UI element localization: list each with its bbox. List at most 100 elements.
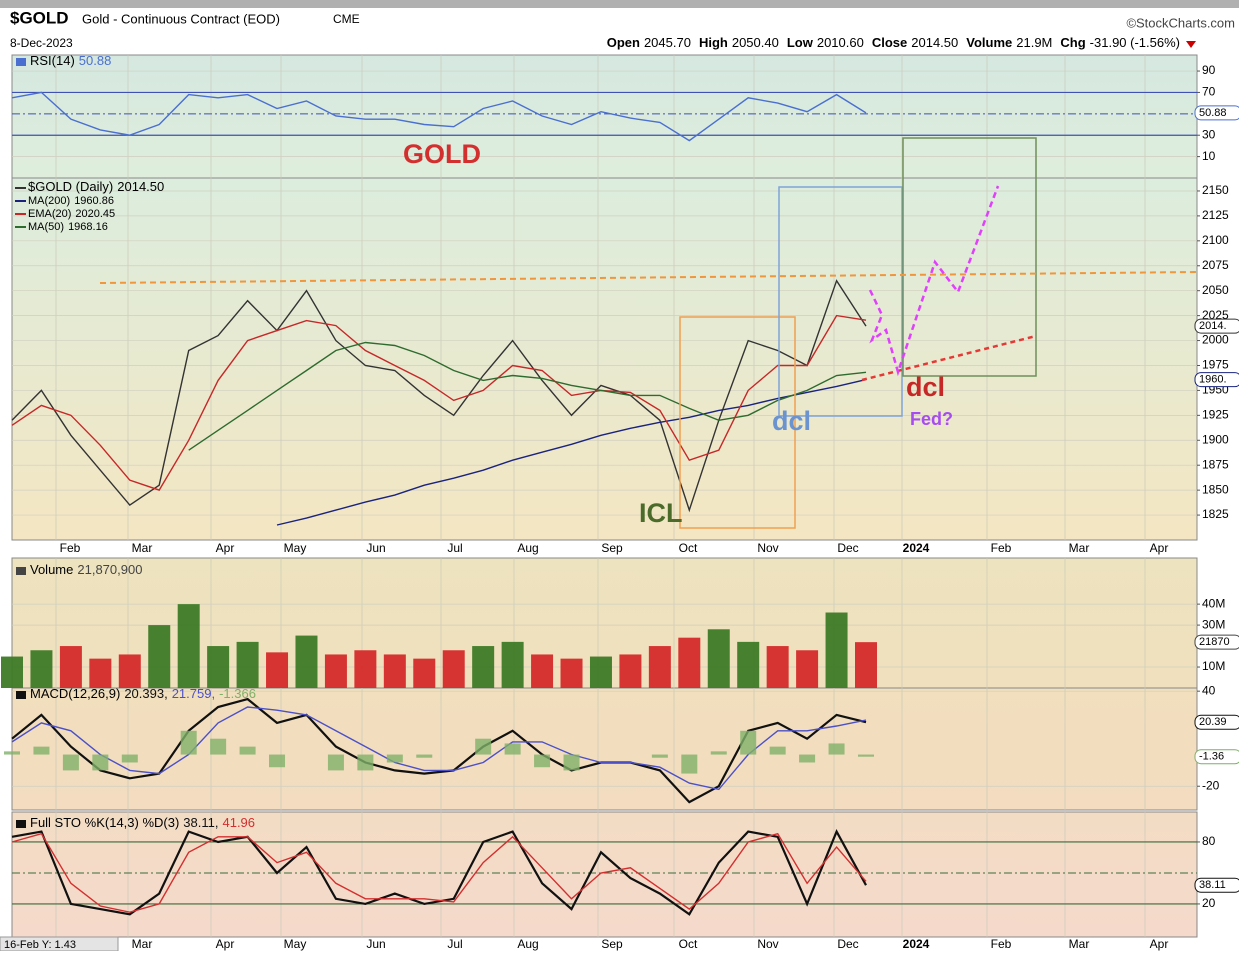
stat-label: Close (872, 35, 907, 50)
legend-value: 21,870,900 (77, 562, 142, 577)
y-tick-label: 1975 (1202, 358, 1229, 372)
bar (30, 650, 53, 688)
y-tick-label: 1875 (1202, 457, 1229, 471)
legend-title: Full STO %K(14,3) %D(3) (30, 815, 179, 830)
instrument-name: Gold - Continuous Contract (EOD) (82, 11, 280, 26)
resistance-line (99, 271, 1198, 284)
bar (501, 641, 524, 688)
legend-value: 50.88 (79, 53, 112, 68)
x-tick-label: Mar (132, 541, 153, 555)
legend-icon (16, 691, 26, 699)
down-arrow (1186, 41, 1196, 48)
series-line (276, 378, 867, 526)
y-tick-label: 10M (1202, 659, 1225, 673)
bar (651, 754, 668, 758)
bar (266, 652, 289, 688)
legend-title: Volume (30, 562, 73, 577)
cycle-box (902, 137, 1037, 377)
x-tick-label: Feb (991, 541, 1012, 555)
x-tick-label: Jul (447, 937, 462, 951)
legend: $GOLD (Daily) 2014.50 (28, 179, 164, 194)
bar (769, 746, 786, 755)
bar (121, 754, 138, 763)
bar (799, 754, 816, 763)
bar (678, 637, 701, 688)
y-tick-label: 2150 (1202, 183, 1229, 197)
annotation: dcl (772, 406, 811, 436)
sto-panel (11, 811, 1198, 938)
bar (324, 654, 347, 688)
bar (210, 738, 227, 755)
series-line (11, 314, 867, 491)
series-line (188, 341, 867, 451)
y-tick-label: 40M (1202, 596, 1225, 610)
x-tick-label: Aug (517, 541, 538, 555)
x-tick-label: Dec (837, 937, 858, 951)
x-tick-label: Feb (60, 541, 81, 555)
x-tick-label: Jun (366, 937, 385, 951)
bar (796, 650, 819, 688)
bar (236, 641, 259, 688)
bar (239, 746, 256, 755)
x-tick-label: May (284, 937, 307, 951)
rsi-panel (11, 54, 1198, 179)
legend-value: 41.96 (222, 815, 255, 830)
stat-value: 2045.70 (644, 35, 691, 50)
bar (619, 654, 642, 688)
bar (59, 646, 82, 688)
last-value-box (1194, 318, 1239, 334)
bar (354, 650, 377, 688)
stat-label: Low (787, 35, 814, 50)
x-tick-label: Mar (132, 937, 153, 951)
y-tick-label: 30 (1202, 127, 1216, 141)
legend-value: 20.393, (124, 686, 167, 701)
y-tick-label: 1900 (1202, 432, 1229, 446)
bar (825, 612, 848, 688)
legend-name: $GOLD (Daily) (28, 179, 113, 194)
x-tick-label: Dec (837, 541, 858, 555)
bar (33, 746, 50, 755)
y-tick-label: 80 (1202, 834, 1216, 848)
x-tick-label: Oct (679, 937, 698, 951)
y-tick-label: 30M (1202, 617, 1225, 631)
stat-value: -31.90 (-1.56%) (1090, 35, 1180, 50)
y-tick-label: 90 (1202, 63, 1216, 77)
bar (560, 658, 583, 688)
date: 8-Dec-2023 (10, 36, 73, 50)
y-tick-label: 2050 (1202, 283, 1229, 297)
x-tick-label: Mar (1069, 937, 1090, 951)
series-line (11, 829, 867, 916)
bar (858, 754, 874, 757)
y-tick-label: 10 (1202, 149, 1216, 163)
bar (855, 642, 877, 688)
legend: EMA(20) 2020.45 (28, 208, 115, 220)
stat-label: High (699, 35, 728, 50)
stat-label: Chg (1060, 35, 1085, 50)
legend-value: -1.366 (219, 686, 256, 701)
bar (386, 754, 403, 763)
y-tick-label: 20 (1202, 896, 1216, 910)
bar (269, 754, 286, 768)
bar (707, 629, 730, 688)
bar (295, 635, 318, 688)
last-value-label: 2014. (1199, 320, 1227, 332)
x-tick-label: Mar (1069, 541, 1090, 555)
annotation: Fed? (910, 409, 953, 429)
legend: MACD(12,26,9) 20.393, 21.759, -1.366 (30, 686, 256, 701)
bar (1, 656, 23, 688)
bar (710, 751, 727, 755)
x-tick-label: Feb (991, 937, 1012, 951)
legend: Volume 21,870,900 (30, 562, 142, 577)
trend-line (861, 334, 1037, 382)
bar (118, 654, 141, 688)
macd-panel (11, 687, 1198, 811)
price-stats: Open 2045.70 High 2050.40 Low 2010.60 Close 201… (607, 35, 1180, 50)
annotation: dcl (906, 372, 945, 402)
series-line (11, 91, 867, 142)
legend-icon (16, 820, 26, 828)
last-value-box (1194, 634, 1239, 650)
last-value-box (1194, 714, 1239, 730)
bar (531, 654, 554, 688)
bar (327, 754, 344, 771)
